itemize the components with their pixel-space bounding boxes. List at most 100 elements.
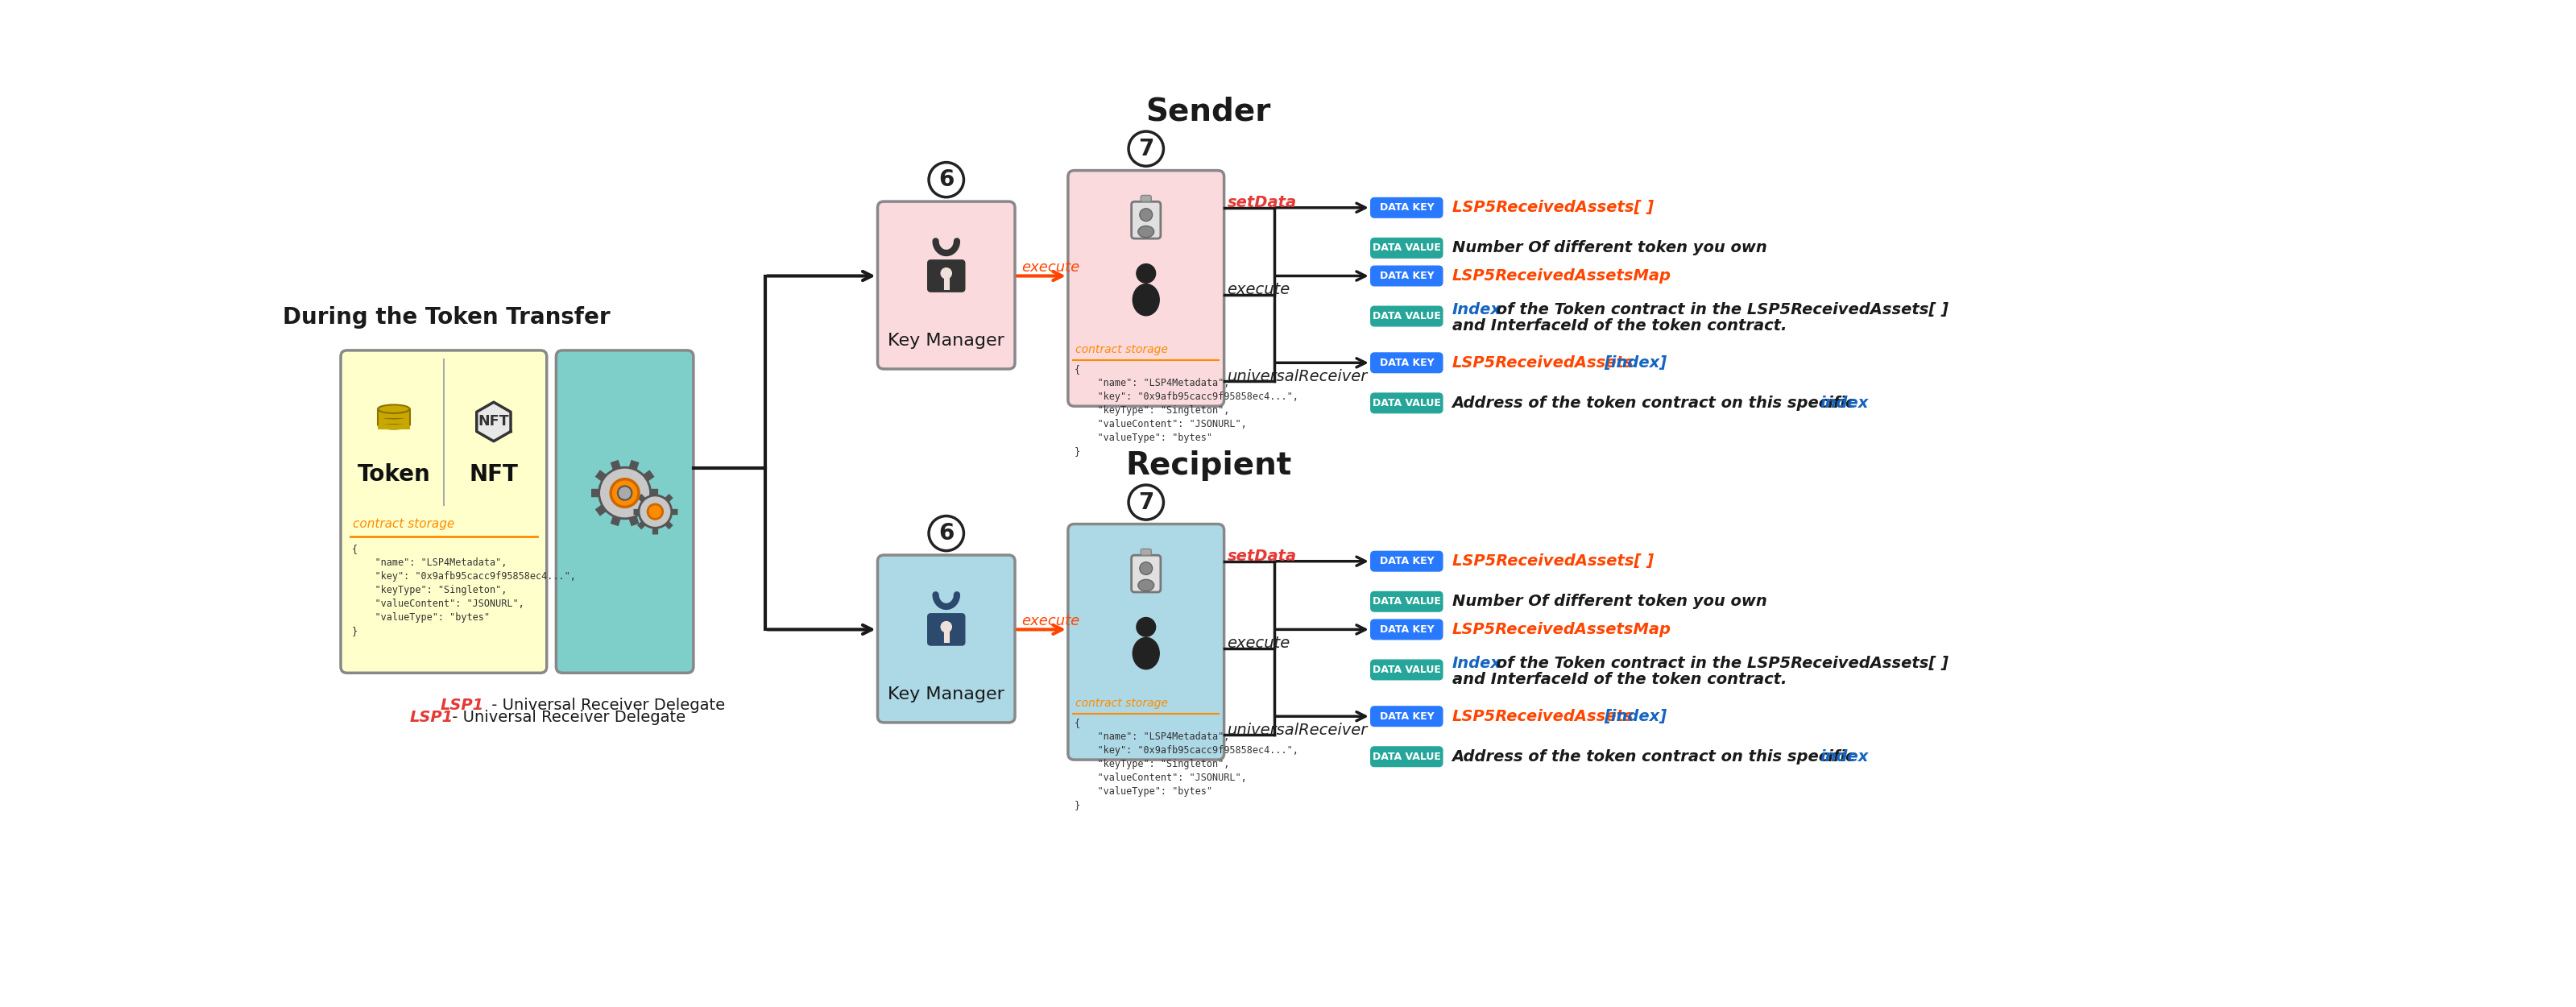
Text: - Universal Receiver Delegate: - Universal Receiver Delegate [446, 710, 685, 725]
Text: NFT: NFT [479, 415, 510, 429]
Text: Number Of different token you own: Number Of different token you own [1453, 241, 1767, 256]
FancyBboxPatch shape [1370, 197, 1443, 218]
Text: DATA VALUE: DATA VALUE [1373, 398, 1440, 408]
Polygon shape [477, 402, 510, 441]
Text: NFT: NFT [469, 463, 518, 485]
FancyBboxPatch shape [927, 260, 966, 292]
Text: LSP5ReceivedAssetsMap: LSP5ReceivedAssetsMap [1453, 268, 1672, 284]
Text: Key Manager: Key Manager [889, 333, 1005, 349]
Circle shape [1136, 264, 1157, 283]
Text: LSP5ReceivedAssets: LSP5ReceivedAssets [1453, 355, 1633, 371]
FancyBboxPatch shape [1370, 707, 1443, 726]
Circle shape [1139, 208, 1151, 222]
Circle shape [600, 467, 652, 519]
FancyBboxPatch shape [1370, 747, 1443, 766]
Ellipse shape [1139, 579, 1154, 591]
Ellipse shape [1133, 637, 1159, 670]
Text: {
    "name": "LSP4Metadata",
    "key": "0x9afb95cacc9f95858ec4...",
    "keyTy: { "name": "LSP4Metadata", "key": "0x9afb… [1074, 718, 1298, 811]
Ellipse shape [379, 410, 410, 419]
Circle shape [940, 268, 951, 279]
Text: and InterfaceId of the token contract.: and InterfaceId of the token contract. [1453, 318, 1788, 333]
Ellipse shape [379, 421, 410, 429]
Text: DATA VALUE: DATA VALUE [1373, 665, 1440, 675]
Text: DATA KEY: DATA KEY [1378, 202, 1435, 212]
FancyBboxPatch shape [1069, 170, 1224, 406]
Text: Address of the token contract on this specific: Address of the token contract on this sp… [1453, 749, 1860, 764]
Bar [379, 410, 410, 419]
Ellipse shape [379, 405, 410, 413]
Circle shape [611, 479, 639, 507]
Circle shape [1139, 562, 1151, 575]
Text: LSP5ReceivedAssets[ ]: LSP5ReceivedAssets[ ] [1453, 554, 1654, 569]
Text: LSP1: LSP1 [440, 698, 484, 713]
Text: During the Token Transfer: During the Token Transfer [283, 306, 611, 328]
FancyBboxPatch shape [878, 555, 1015, 723]
FancyBboxPatch shape [1370, 393, 1443, 413]
Text: DATA KEY: DATA KEY [1378, 624, 1435, 634]
Text: contract storage: contract storage [1077, 698, 1167, 709]
Text: Recipient: Recipient [1126, 450, 1291, 480]
Text: [index]: [index] [1605, 709, 1667, 724]
Text: and InterfaceId of the token contract.: and InterfaceId of the token contract. [1453, 672, 1788, 688]
Text: 6: 6 [938, 522, 953, 545]
Text: [index]: [index] [1605, 355, 1667, 371]
Text: Address of the token contract on this specific: Address of the token contract on this sp… [1453, 396, 1860, 411]
Text: contract storage: contract storage [353, 518, 456, 530]
Circle shape [618, 486, 631, 500]
Text: DATA VALUE: DATA VALUE [1373, 596, 1440, 607]
Text: 6: 6 [938, 168, 953, 191]
Circle shape [647, 505, 662, 519]
Text: DATA VALUE: DATA VALUE [1373, 311, 1440, 321]
Text: {
    "name": "LSP4Metadata",
    "key": "0x9afb95cacc9f95858ec4...",
    "keyTy: { "name": "LSP4Metadata", "key": "0x9afb… [1074, 364, 1298, 456]
Text: execute: execute [1020, 613, 1079, 628]
Text: DATA VALUE: DATA VALUE [1373, 243, 1440, 253]
Text: of the Token contract in the LSP5ReceivedAssets[ ]: of the Token contract in the LSP5Receive… [1492, 656, 1947, 672]
Text: index: index [1821, 749, 1868, 764]
Text: - Universal Receiver Delegate: - Universal Receiver Delegate [487, 698, 724, 713]
FancyBboxPatch shape [878, 201, 1015, 369]
Ellipse shape [379, 415, 410, 424]
Text: LSP5ReceivedAssetsMap: LSP5ReceivedAssetsMap [1453, 622, 1672, 637]
FancyBboxPatch shape [1370, 552, 1443, 571]
Text: DATA KEY: DATA KEY [1378, 271, 1435, 281]
Text: universalReceiver: universalReceiver [1226, 369, 1368, 384]
Text: LSP1: LSP1 [410, 710, 453, 725]
Text: Token: Token [358, 463, 430, 485]
Text: LSP5ReceivedAssets[ ]: LSP5ReceivedAssets[ ] [1453, 200, 1654, 215]
Text: Number Of different token you own: Number Of different token you own [1453, 594, 1767, 609]
Text: DATA KEY: DATA KEY [1378, 357, 1435, 368]
Text: index: index [1821, 396, 1868, 411]
FancyBboxPatch shape [927, 613, 966, 645]
FancyBboxPatch shape [1370, 619, 1443, 639]
FancyBboxPatch shape [1131, 201, 1162, 239]
FancyBboxPatch shape [1141, 549, 1151, 555]
Ellipse shape [1133, 284, 1159, 315]
Text: contract storage: contract storage [1077, 344, 1167, 355]
Text: of the Token contract in the LSP5ReceivedAssets[ ]: of the Token contract in the LSP5Receive… [1492, 302, 1947, 317]
Text: 7: 7 [1139, 138, 1154, 160]
Circle shape [1136, 617, 1157, 636]
FancyBboxPatch shape [1370, 352, 1443, 373]
Text: Index: Index [1453, 656, 1502, 672]
Text: execute: execute [1226, 635, 1291, 651]
Ellipse shape [1139, 226, 1154, 238]
Text: LSP5ReceivedAssets: LSP5ReceivedAssets [1453, 709, 1633, 724]
Text: DATA KEY: DATA KEY [1378, 711, 1435, 722]
Text: Index: Index [1453, 302, 1502, 317]
Text: 7: 7 [1139, 491, 1154, 514]
FancyBboxPatch shape [1131, 555, 1162, 592]
Text: execute: execute [1020, 260, 1079, 275]
Text: {
    "name": "LSP4Metadata",
    "key": "0x9afb95cacc9f95858ec4...",
    "keyTy: { "name": "LSP4Metadata", "key": "0x9afb… [353, 544, 577, 636]
Bar [379, 415, 410, 424]
Text: DATA VALUE: DATA VALUE [1373, 751, 1440, 762]
FancyBboxPatch shape [1370, 592, 1443, 611]
Circle shape [940, 621, 951, 632]
FancyBboxPatch shape [556, 350, 693, 673]
Text: setData: setData [1226, 195, 1296, 210]
Text: Key Manager: Key Manager [889, 687, 1005, 703]
Text: universalReceiver: universalReceiver [1226, 722, 1368, 738]
FancyBboxPatch shape [340, 350, 546, 673]
Text: Sender: Sender [1146, 97, 1270, 127]
FancyBboxPatch shape [1370, 238, 1443, 258]
FancyBboxPatch shape [1370, 266, 1443, 286]
